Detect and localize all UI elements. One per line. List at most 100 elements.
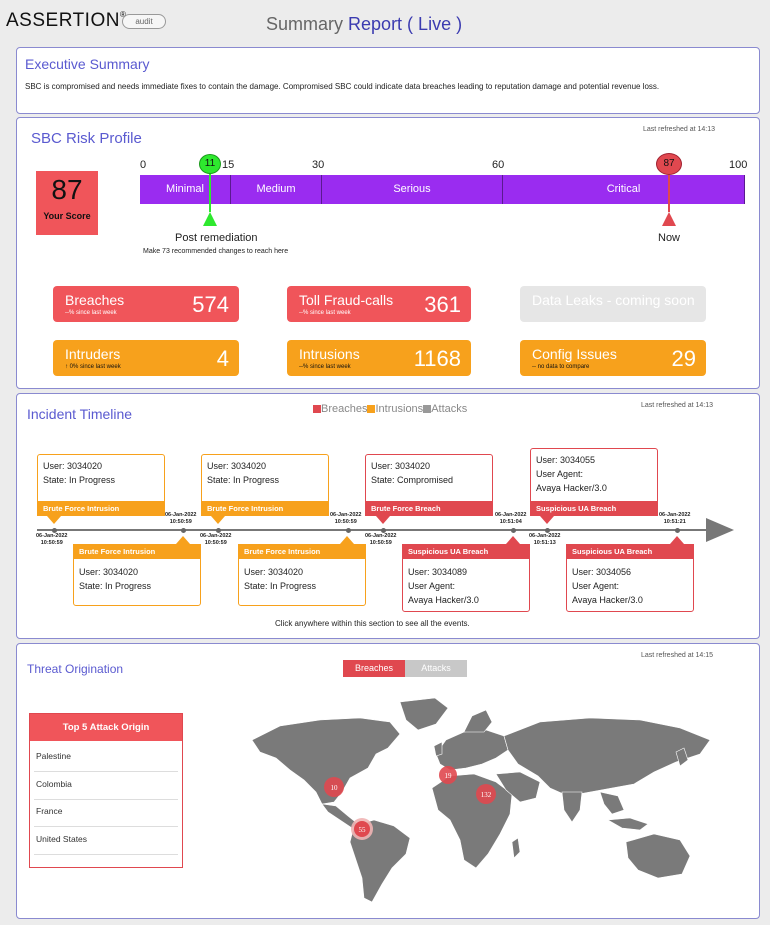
audit-button[interactable]: audit: [122, 14, 166, 29]
post-remediation-sub: Make 73 recommended changes to reach her…: [143, 248, 289, 255]
executive-summary-text: SBC is compromised and needs immediate f…: [25, 82, 660, 91]
origin-row: Palestine: [36, 751, 71, 761]
event-type: Suspicious UA Breach: [566, 544, 694, 559]
event-state: State: In Progress: [207, 475, 280, 485]
intruders-label: Intruders: [65, 346, 121, 362]
event-card[interactable]: User: 3034020 State: Compromised Brute F…: [365, 454, 493, 516]
timeline-dot: [675, 528, 680, 533]
event-agent: Avaya Hacker/3.0: [408, 595, 479, 605]
timeline-date: 06-Jan-2022 10:51:21: [659, 512, 691, 525]
timeline-axis: [37, 529, 707, 531]
event-card[interactable]: User: 3034020 State: In Progress Brute F…: [201, 454, 329, 516]
event-user: User: 3034056: [572, 567, 632, 577]
toll-fraud-value: 361: [424, 292, 461, 317]
segment-critical: Critical: [503, 175, 745, 204]
map-marker[interactable]: 55: [351, 818, 373, 840]
risk-refreshed: Last refreshed at 14:13: [643, 126, 715, 133]
data-leaks-label: Data Leaks - coming soon: [532, 292, 695, 308]
timeline-refreshed: Last refreshed at 14:13: [641, 402, 713, 409]
legend-breaches: Breaches: [321, 403, 368, 415]
breaches-sub: --% since last week: [65, 310, 117, 316]
post-remediation-arrow: [203, 212, 217, 226]
post-remediation-value: 11: [204, 158, 216, 169]
timeline-date: 06-Jan-2022 10:51:13: [529, 533, 561, 546]
event-agent: Avaya Hacker/3.0: [536, 483, 607, 493]
timeline-date: 06-Jan-2022 10:50:59: [36, 533, 68, 546]
event-card[interactable]: User: 3034020 State: In Progress Brute F…: [37, 454, 165, 516]
timeline-dot: [346, 528, 351, 533]
timeline-legend: Breaches Intrusions Attacks: [313, 403, 467, 415]
config-issues-value: 29: [671, 346, 696, 371]
event-state: State: In Progress: [79, 581, 152, 591]
map-marker[interactable]: 19: [439, 766, 457, 784]
event-type: Brute Force Intrusion: [37, 501, 165, 516]
map-marker[interactable]: 10: [324, 777, 344, 797]
row-divider: [34, 771, 178, 772]
breaches-value: 574: [192, 292, 229, 317]
event-pointer: [340, 536, 354, 544]
event-type: Brute Force Breach: [365, 501, 493, 516]
legend-intrusions: Intrusions: [375, 403, 424, 415]
segment-medium: Medium: [231, 175, 322, 204]
event-user: User: 3034020: [371, 461, 431, 471]
event-pointer: [211, 516, 225, 524]
tick-0: 0: [140, 159, 147, 171]
data-leaks-card: Data Leaks - coming soon: [520, 286, 706, 322]
executive-summary-title: Executive Summary: [25, 56, 150, 72]
event-agent-label: User Agent:: [572, 581, 620, 591]
map-marker[interactable]: 132: [476, 784, 496, 804]
toll-fraud-sub: --% since last week: [299, 310, 351, 316]
legend-intrusions-swatch: [367, 405, 376, 414]
toggle-attacks[interactable]: Attacks: [405, 660, 467, 677]
now-label: Now: [658, 232, 681, 244]
event-card[interactable]: Brute Force Intrusion User: 3034020 Stat…: [238, 544, 366, 606]
event-card[interactable]: Suspicious UA Breach User: 3034089 User …: [402, 544, 530, 612]
tick-15: 15: [222, 159, 235, 171]
event-user: User: 3034020: [79, 567, 139, 577]
event-type: Brute Force Intrusion: [201, 501, 329, 516]
intruders-card[interactable]: Intruders ↑ 0% since last week 4: [53, 340, 239, 376]
legend-attacks-swatch: [423, 405, 432, 414]
score-box: 87 Your Score: [36, 171, 98, 235]
breaches-card[interactable]: Breaches --% since last week 574: [53, 286, 239, 322]
tick-30: 30: [312, 159, 325, 171]
intrusions-card[interactable]: Intrusions --% since last week 1168: [287, 340, 471, 376]
event-agent-label: User Agent:: [408, 581, 456, 591]
origin-row: United States: [36, 834, 88, 844]
executive-summary-panel: Executive Summary SBC is compromised and…: [16, 47, 760, 114]
event-agent-label: User Agent:: [536, 469, 584, 479]
intrusions-sub: --% since last week: [299, 364, 351, 370]
breaches-label: Breaches: [65, 292, 125, 308]
now-marker: 87: [656, 153, 682, 175]
event-card[interactable]: User: 3034055 User Agent: Avaya Hacker/3…: [530, 448, 658, 516]
config-issues-sub: -- no data to compare: [532, 364, 590, 370]
segment-serious: Serious: [322, 175, 503, 204]
event-type: Suspicious UA Breach: [530, 501, 658, 516]
risk-profile-title: SBC Risk Profile: [31, 130, 142, 147]
event-pointer: [670, 536, 684, 544]
brand-logo: ASSERTION®: [6, 10, 127, 31]
legend-breaches-swatch: [313, 405, 321, 414]
post-remediation-line: [209, 174, 211, 212]
event-type: Suspicious UA Breach: [402, 544, 530, 559]
score-label: Your Score: [43, 211, 91, 221]
config-issues-label: Config Issues: [532, 346, 617, 362]
svg-text:19: 19: [445, 772, 453, 780]
config-issues-card[interactable]: Config Issues -- no data to compare 29: [520, 340, 706, 376]
event-card[interactable]: Brute Force Intrusion User: 3034020 Stat…: [73, 544, 201, 606]
segment-minimal: Minimal: [140, 175, 231, 204]
event-pointer: [540, 516, 554, 524]
timeline-dot: [511, 528, 516, 533]
svg-text:132: 132: [481, 791, 492, 799]
incident-timeline-title: Incident Timeline: [27, 406, 133, 422]
event-card[interactable]: Suspicious UA Breach User: 3034056 User …: [566, 544, 694, 612]
toll-fraud-card[interactable]: Toll Fraud-calls --% since last week 361: [287, 286, 471, 322]
toggle-breaches[interactable]: Breaches: [343, 660, 405, 677]
event-type: Brute Force Intrusion: [238, 544, 366, 559]
world-map[interactable]: 10 19 132 55: [250, 692, 718, 907]
now-arrow: [662, 212, 676, 226]
event-pointer: [376, 516, 390, 524]
svg-text:55: 55: [359, 826, 367, 834]
timeline-date: 06-Jan-2022 10:50:59: [365, 533, 397, 546]
page-title: Summary Report ( Live ): [266, 14, 463, 34]
